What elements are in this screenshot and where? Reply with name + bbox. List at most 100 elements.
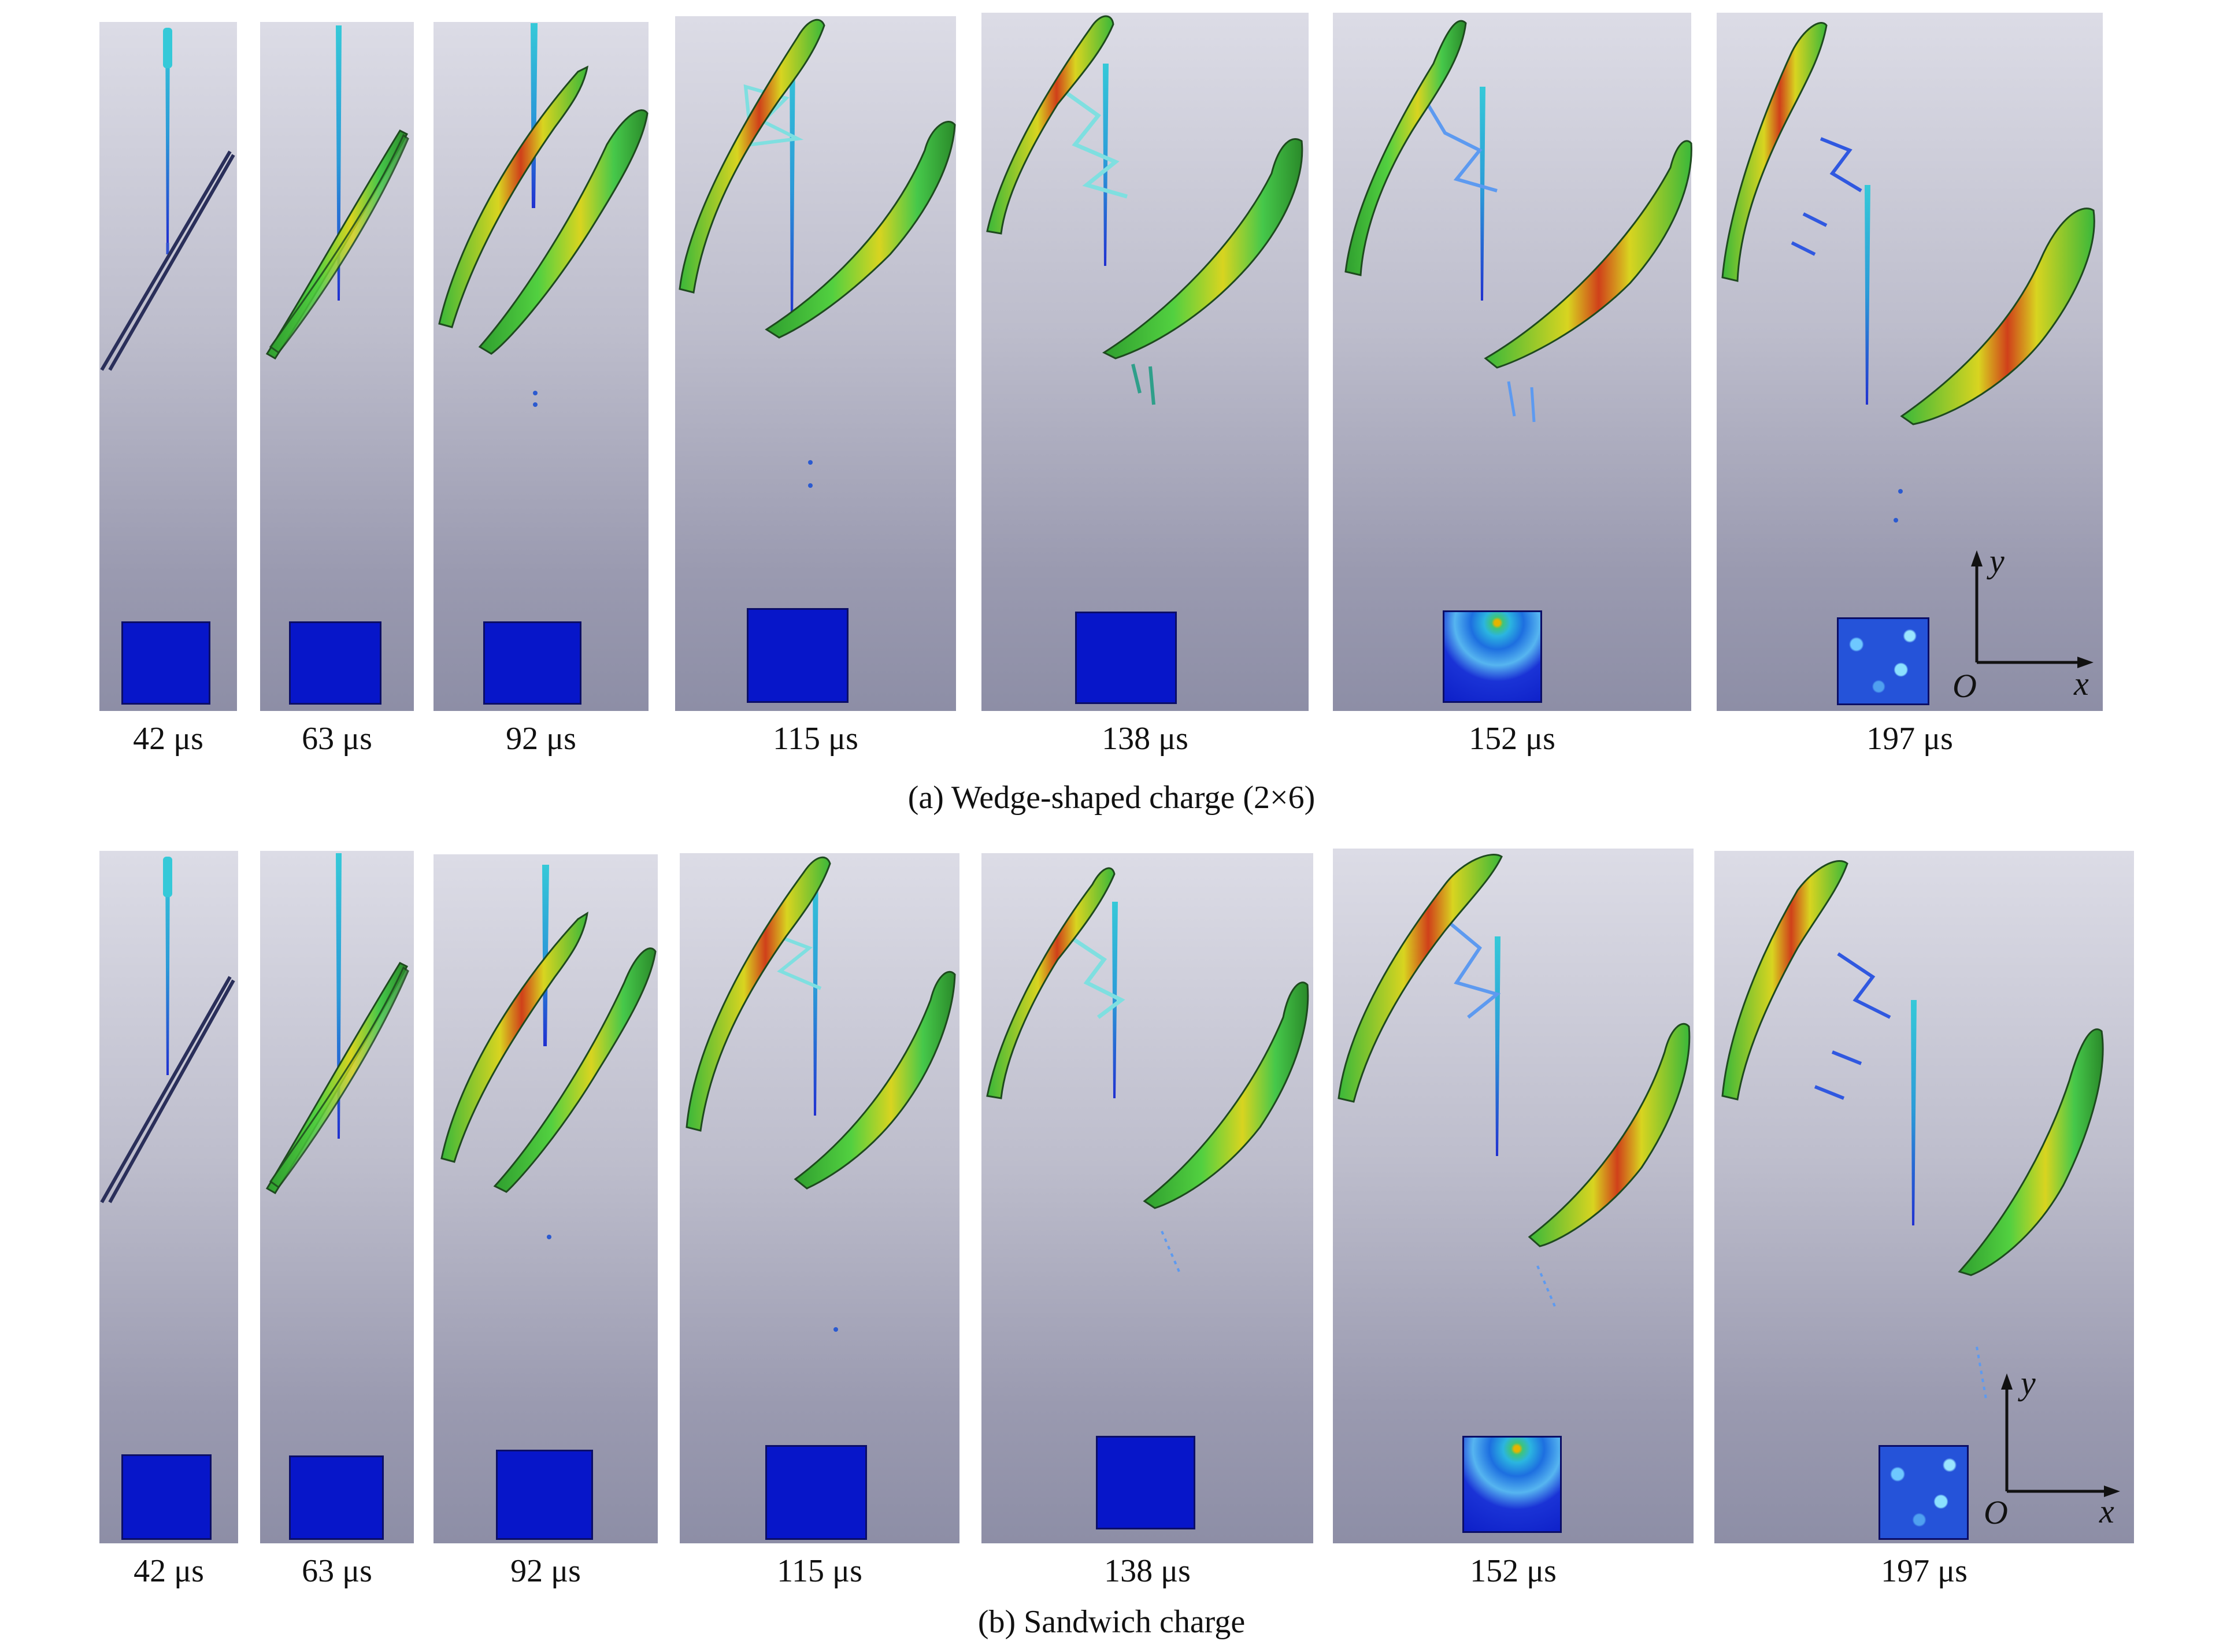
debris [1056, 85, 1128, 199]
time-label: 152 μs [1470, 1553, 1557, 1589]
debris [1507, 381, 1536, 423]
flyer-plate-lower [1900, 208, 2095, 425]
axis-origin-label: O [1984, 1494, 2008, 1531]
coordinate-axes: y x O [1952, 542, 2094, 705]
flyer-plate-upper [440, 912, 588, 1163]
debris [762, 929, 822, 990]
frame-a-4 [675, 16, 956, 711]
jet [1495, 936, 1500, 1156]
flyer-plate [269, 134, 409, 354]
target-block-damaged [1462, 1436, 1562, 1533]
flyer-plate-upper [1721, 22, 1828, 282]
jet [1911, 1000, 1917, 1225]
flyer-plate-upper [686, 856, 831, 1132]
sim-a-4 [679, 19, 956, 488]
flyer-plate-upper [1344, 20, 1467, 276]
time-label: 197 μs [1881, 1553, 1968, 1589]
debris [1131, 364, 1155, 405]
sim-a-6 [1344, 20, 1692, 423]
flyer-plate-lower [1143, 981, 1309, 1209]
flyer-plate [108, 154, 235, 371]
flyer-plate [108, 979, 235, 1203]
jet [1112, 902, 1118, 1098]
debris [1536, 1265, 1556, 1307]
flyer-plate-lower [478, 109, 649, 355]
axis-y-label: y [1987, 542, 2005, 580]
time-label: 92 μs [510, 1553, 581, 1589]
flyer-plate-lower [1102, 138, 1303, 360]
target-block [289, 621, 381, 705]
debris [1444, 917, 1501, 1019]
sim-b-2 [265, 853, 409, 1195]
target-block [121, 621, 210, 705]
sim-a-5 [986, 15, 1303, 405]
sim-a-2 [265, 25, 409, 360]
jet-fragment [808, 460, 813, 465]
jet-fragment [547, 1235, 551, 1239]
jet-fragment [1894, 518, 1898, 523]
sim-b-5 [986, 867, 1309, 1272]
sim-b-4 [686, 856, 956, 1190]
flyer-plate-upper [679, 19, 825, 294]
sim-b-1 [100, 857, 235, 1203]
jet [531, 23, 538, 208]
jet [165, 29, 170, 243]
debris [1976, 1346, 1987, 1399]
coordinate-axes: y x O [1984, 1364, 2120, 1531]
time-label: 115 μs [777, 1553, 862, 1589]
flyer-plate-lower [1528, 1023, 1691, 1247]
target-block-shattered [1837, 617, 1929, 705]
time-label: 63 μs [302, 721, 372, 757]
time-label: 138 μs [1104, 1553, 1191, 1589]
axis-y-label: y [2018, 1364, 2036, 1402]
flyer-plate [100, 976, 232, 1203]
flyer-plate [100, 150, 232, 371]
sim-a-1 [100, 28, 235, 371]
jet-tip [163, 28, 172, 68]
time-label: 63 μs [302, 1553, 372, 1589]
flyer-plate-upper [1337, 854, 1503, 1103]
target-block [1075, 612, 1177, 704]
debris [1791, 137, 1862, 256]
jet-fragment [808, 483, 813, 488]
axis-x-label: x [2073, 665, 2089, 702]
panel-caption: (a) Wedge-shaped charge (2×6) [907, 780, 1316, 816]
jet [813, 867, 818, 1116]
jet [1103, 64, 1109, 266]
target-block [483, 621, 581, 705]
sim-a-7 [1721, 22, 2095, 523]
jet-tip [163, 857, 172, 897]
target-block [765, 1445, 867, 1540]
jet [165, 859, 170, 1075]
jet [790, 52, 795, 324]
flyer-plate [269, 966, 409, 1189]
flyer-plate-lower [1484, 140, 1692, 369]
jet-fragment [1898, 489, 1903, 494]
sim-a-3 [438, 23, 649, 407]
sim-b-6 [1337, 854, 1691, 1307]
target-block [747, 608, 849, 703]
flyer-plate-upper [438, 65, 588, 328]
time-label: 138 μs [1102, 721, 1188, 757]
target-block [1096, 1436, 1195, 1529]
debris [1814, 952, 1891, 1100]
flyer-plate-lower [493, 947, 657, 1193]
debris [1068, 935, 1125, 1019]
panel-caption: (b) Sandwich charge [977, 1604, 1246, 1640]
time-label: 152 μs [1469, 721, 1555, 757]
jet-fragment [533, 391, 538, 395]
jet-fragment [533, 402, 538, 407]
jet [1865, 185, 1870, 405]
time-label: 115 μs [773, 721, 858, 757]
target-block [121, 1454, 212, 1540]
debris [1426, 103, 1498, 192]
time-label: 42 μs [133, 721, 203, 757]
target-block-shattered [1879, 1445, 1969, 1540]
sim-b-7 [1721, 860, 2104, 1399]
target-block [496, 1450, 593, 1540]
flyer-plate-upper [1721, 860, 1848, 1101]
axis-origin-label: O [1952, 667, 1977, 705]
jet-fragment [833, 1327, 838, 1332]
